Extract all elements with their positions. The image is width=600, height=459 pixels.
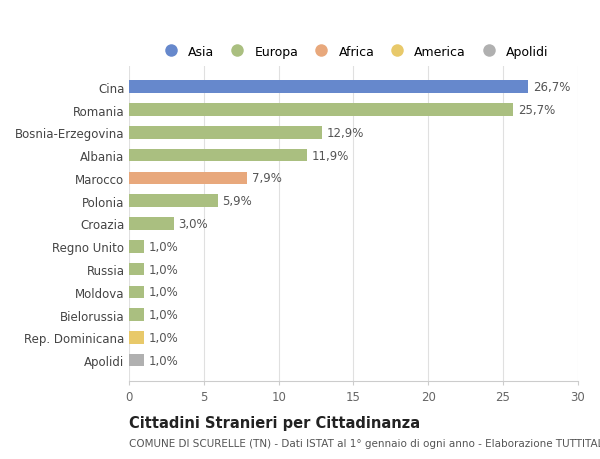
Text: 26,7%: 26,7% [533,81,570,94]
Text: 1,0%: 1,0% [149,240,179,253]
Text: 7,9%: 7,9% [252,172,282,185]
Bar [130,218,174,230]
Text: 5,9%: 5,9% [222,195,252,208]
Bar [130,81,529,94]
Bar [130,354,145,367]
Bar [130,263,145,276]
Bar [130,104,514,117]
Bar [130,286,145,298]
Text: 1,0%: 1,0% [149,286,179,299]
Text: 1,0%: 1,0% [149,308,179,321]
Bar [130,241,145,253]
Bar [130,195,218,207]
Bar [130,309,145,321]
Text: 1,0%: 1,0% [149,263,179,276]
Text: 3,0%: 3,0% [179,218,208,230]
Bar [130,127,322,139]
Text: 1,0%: 1,0% [149,331,179,344]
Bar [130,172,247,185]
Text: 1,0%: 1,0% [149,354,179,367]
Bar [130,331,145,344]
Legend: Asia, Europa, Africa, America, Apolidi: Asia, Europa, Africa, America, Apolidi [155,42,553,62]
Text: COMUNE DI SCURELLE (TN) - Dati ISTAT al 1° gennaio di ogni anno - Elaborazione T: COMUNE DI SCURELLE (TN) - Dati ISTAT al … [130,438,600,448]
Text: 11,9%: 11,9% [311,149,349,162]
Text: Cittadini Stranieri per Cittadinanza: Cittadini Stranieri per Cittadinanza [130,415,421,431]
Text: 25,7%: 25,7% [518,104,555,117]
Bar [130,150,307,162]
Text: 12,9%: 12,9% [326,127,364,140]
